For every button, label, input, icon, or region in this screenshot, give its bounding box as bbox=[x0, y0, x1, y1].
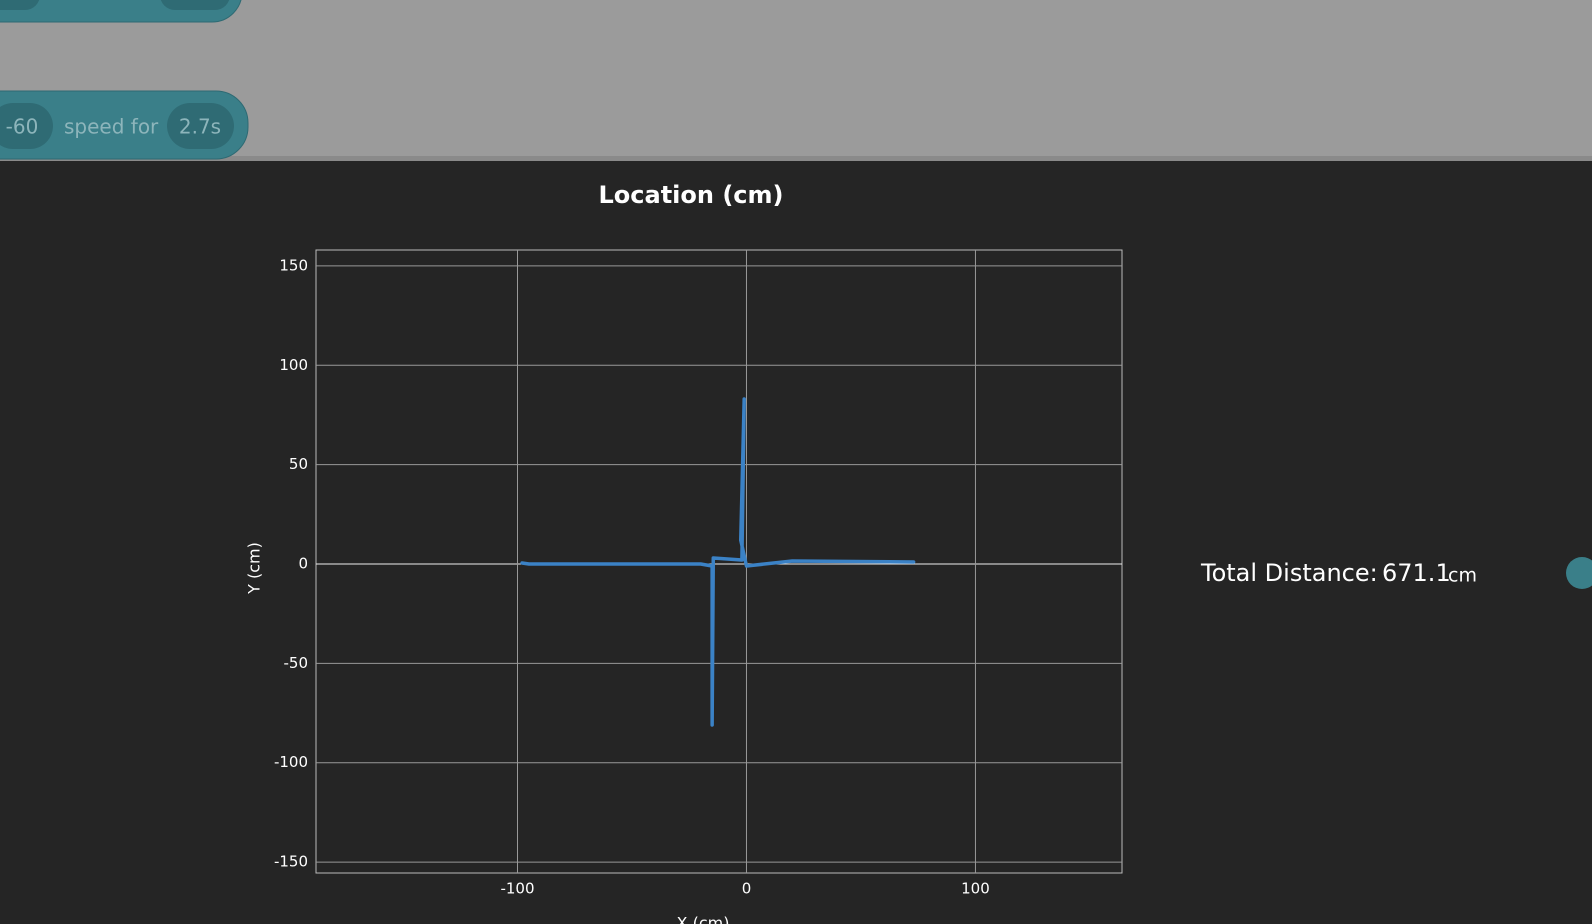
block-input[interactable] bbox=[0, 0, 40, 10]
block-amount: -60 bbox=[6, 115, 39, 139]
x-axis-label: X (cm) bbox=[677, 914, 730, 924]
block-label: speed for bbox=[64, 115, 159, 139]
total-distance-value: 671.1 bbox=[1382, 559, 1451, 587]
block-input[interactable] bbox=[0, 103, 53, 149]
y-tick-label: 100 bbox=[279, 356, 308, 374]
divider bbox=[0, 156, 1592, 161]
x-tick-label: -100 bbox=[500, 880, 534, 898]
y-tick-label: 0 bbox=[298, 554, 308, 572]
chart-title: Location (cm) bbox=[598, 181, 783, 209]
y-tick-label: -50 bbox=[284, 654, 309, 672]
block-duration: 2.7s bbox=[179, 115, 221, 139]
y-tick-label: 150 bbox=[279, 256, 308, 274]
plot: -150 -100 -50 0 50 100 150 -100 0 100 bbox=[274, 249, 1123, 898]
total-distance-unit: cm bbox=[1448, 565, 1477, 587]
block-input[interactable] bbox=[160, 0, 230, 10]
y-tick-label: -150 bbox=[274, 853, 308, 871]
y-tick-label: 50 bbox=[289, 455, 308, 473]
y-tick-label: -100 bbox=[274, 753, 308, 771]
trajectory-line bbox=[520, 397, 916, 727]
x-tick-label: 100 bbox=[961, 880, 990, 898]
workspace bbox=[0, 0, 1592, 160]
total-distance-label: Total Distance: bbox=[1200, 559, 1378, 587]
plot-area bbox=[315, 249, 1123, 874]
x-tick-label: 0 bbox=[742, 880, 752, 898]
side-button[interactable] bbox=[1566, 557, 1592, 589]
block-input[interactable] bbox=[167, 103, 234, 149]
y-axis-label: Y (cm) bbox=[245, 542, 264, 595]
